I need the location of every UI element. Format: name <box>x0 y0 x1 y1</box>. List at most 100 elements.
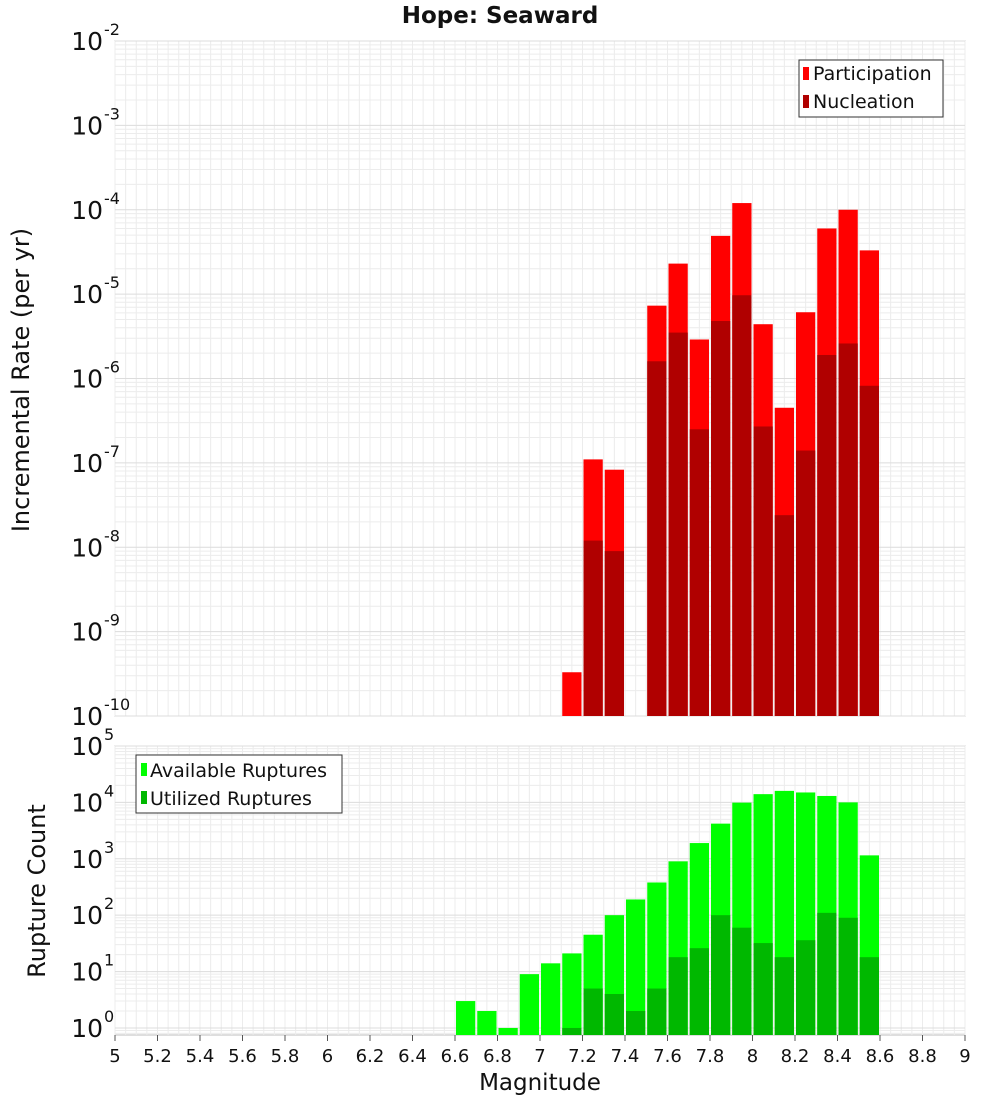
rate-legend: Participation Nucleation <box>798 59 944 118</box>
y-tick-exponent: 5 <box>104 725 114 744</box>
rate-grid <box>114 40 966 717</box>
bar-utilized-ruptures <box>774 957 794 1035</box>
bar-utilized-ruptures <box>689 948 709 1035</box>
count-y-axis-label: Rupture Count <box>23 804 51 978</box>
x-tick-label: 7.6 <box>653 1046 682 1067</box>
x-tick-label: 5.4 <box>186 1046 215 1067</box>
y-tick-label: 10 <box>71 365 103 394</box>
y-tick-exponent: 0 <box>104 1007 114 1026</box>
x-tick-label: 8.2 <box>781 1046 810 1067</box>
bar-available-ruptures <box>541 963 561 1035</box>
x-tick-label: 6.4 <box>398 1046 427 1067</box>
bar-nucleation <box>796 450 816 716</box>
x-tick-label: 8 <box>747 1046 758 1067</box>
y-tick-exponent: 1 <box>104 951 114 970</box>
bar-nucleation <box>689 429 709 716</box>
rate-y-axis-label: Incremental Rate (per yr) <box>7 228 35 532</box>
y-tick-exponent: -10 <box>104 695 130 714</box>
y-tick-label: 10 <box>71 618 103 647</box>
x-tick-label: 7.4 <box>611 1046 640 1067</box>
count-legend-box <box>135 754 343 814</box>
bar-utilized-ruptures <box>562 1027 582 1035</box>
y-tick-exponent: -6 <box>104 358 120 377</box>
legend-available-swatch <box>141 763 147 776</box>
legend-participation-label: Participation <box>813 63 932 85</box>
bar-utilized-ruptures <box>817 912 837 1035</box>
x-tick-label: 5 <box>109 1046 120 1067</box>
bar-participation <box>562 672 582 716</box>
y-tick-label: 10 <box>71 901 103 930</box>
y-tick-label: 10 <box>71 449 103 478</box>
y-tick-exponent: 4 <box>104 781 114 800</box>
rate-legend-box <box>798 59 944 118</box>
bar-utilized-ruptures <box>796 940 816 1035</box>
y-tick-label: 10 <box>71 958 103 987</box>
x-tick-label: 6.8 <box>483 1046 512 1067</box>
y-tick-exponent: 2 <box>104 894 114 913</box>
count-legend: Available Ruptures Utilized Ruptures <box>135 754 343 814</box>
legend-participation-swatch <box>803 67 809 80</box>
y-tick-label: 10 <box>71 1014 103 1043</box>
y-tick-exponent: -5 <box>104 273 120 292</box>
legend-utilized-label: Utilized Ruptures <box>150 788 312 810</box>
bar-utilized-ruptures <box>626 1010 646 1035</box>
bar-available-ruptures <box>562 953 582 1035</box>
bar-nucleation <box>838 343 858 716</box>
bar-available-ruptures <box>477 1010 497 1035</box>
x-tick-label: 6.2 <box>356 1046 385 1067</box>
y-tick-label: 10 <box>71 788 103 817</box>
bar-nucleation <box>711 321 731 716</box>
bar-utilized-ruptures <box>604 994 624 1035</box>
bar-utilized-ruptures <box>753 943 773 1035</box>
x-tick-label: 8.6 <box>866 1046 895 1067</box>
y-tick-label: 10 <box>71 702 103 731</box>
bar-utilized-ruptures <box>647 988 667 1035</box>
bar-nucleation <box>774 515 794 716</box>
bar-nucleation <box>859 385 879 716</box>
bar-nucleation <box>732 295 752 716</box>
bar-available-ruptures <box>519 974 539 1035</box>
count-bars <box>456 790 879 1035</box>
x-tick-label: 8.8 <box>908 1046 937 1067</box>
bar-nucleation <box>753 426 773 716</box>
x-tick-label: 5.8 <box>271 1046 300 1067</box>
bar-available-ruptures <box>626 899 646 1035</box>
x-tick-label: 5.6 <box>228 1046 257 1067</box>
legend-nucleation-label: Nucleation <box>813 91 915 113</box>
x-axis-label: Magnitude <box>479 1070 601 1096</box>
rate-bars <box>562 203 879 717</box>
bar-nucleation <box>583 540 603 716</box>
y-tick-label: 10 <box>71 280 103 309</box>
y-tick-label: 10 <box>71 732 103 761</box>
bar-nucleation <box>668 332 688 716</box>
y-tick-label: 10 <box>71 27 103 56</box>
y-tick-exponent: -2 <box>104 20 120 39</box>
x-tick-label: 6.6 <box>441 1046 470 1067</box>
bar-nucleation <box>817 354 837 716</box>
y-tick-exponent: -7 <box>104 442 120 461</box>
legend-nucleation-swatch <box>803 95 809 108</box>
x-tick-label: 7 <box>534 1046 545 1067</box>
bar-utilized-ruptures <box>732 927 752 1035</box>
bar-nucleation <box>604 551 624 716</box>
x-tick-label: 5.2 <box>143 1046 172 1067</box>
y-tick-label: 10 <box>71 845 103 874</box>
y-tick-label: 10 <box>71 111 103 140</box>
bar-available-ruptures <box>498 1027 518 1035</box>
legend-utilized-swatch <box>141 791 147 804</box>
y-tick-exponent: -4 <box>104 189 120 208</box>
y-tick-exponent: 3 <box>104 838 114 857</box>
y-tick-exponent: -3 <box>104 104 120 123</box>
bar-available-ruptures <box>456 1001 476 1035</box>
bar-utilized-ruptures <box>838 917 858 1035</box>
x-tick-label: 7.8 <box>696 1046 725 1067</box>
x-tick-label: 8.4 <box>823 1046 852 1067</box>
legend-available-label: Available Ruptures <box>150 760 327 782</box>
bar-utilized-ruptures <box>668 957 688 1035</box>
chart-title: Hope: Seaward <box>402 3 599 29</box>
x-tick-label: 9 <box>959 1046 970 1067</box>
